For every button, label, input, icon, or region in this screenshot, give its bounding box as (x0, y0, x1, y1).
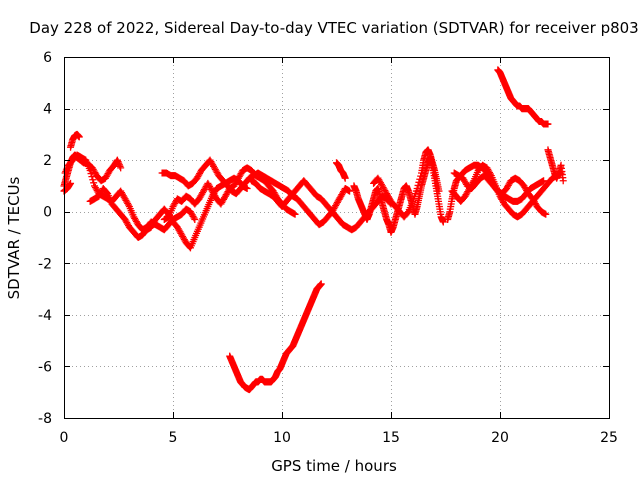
x-tick-label: 25 (600, 430, 618, 446)
data-point (559, 177, 567, 185)
y-tick-label: 0 (43, 205, 52, 221)
data-point (87, 170, 95, 178)
data-point (86, 166, 94, 174)
y-tick-label: -4 (38, 308, 52, 324)
data-point (416, 175, 424, 183)
data-point (61, 169, 69, 177)
series-track-16 (494, 66, 552, 128)
data-point (117, 164, 125, 172)
data-point (413, 185, 421, 193)
y-axis-title: SDTVAR / TECUs (5, 176, 23, 299)
chart-title: Day 228 of 2022, Sidereal Day-to-day VTE… (29, 19, 638, 37)
data-point (542, 210, 550, 218)
y-tick-label: -8 (38, 411, 52, 427)
series-track-02 (61, 151, 199, 234)
data-point (89, 176, 97, 184)
data-point (191, 215, 199, 223)
y-tick-label: 4 (43, 102, 52, 118)
data-point (243, 185, 251, 193)
data-point (88, 173, 96, 181)
data-point (62, 167, 70, 175)
data-point (66, 180, 74, 188)
data-point (540, 177, 548, 185)
series-track-09 (333, 159, 349, 182)
data-point (67, 179, 75, 187)
y-tick-label: 6 (43, 50, 52, 66)
y-tick-label: -6 (38, 359, 52, 375)
series-track-10 (350, 154, 447, 236)
data-point (544, 120, 552, 128)
x-axis-title: GPS time / hours (271, 457, 397, 475)
series-track-17 (226, 280, 325, 394)
series-track-11 (370, 146, 443, 221)
plot-frame (64, 57, 610, 419)
y-tick-labels: -8 -6 -4 -2 0 2 4 6 (38, 50, 52, 427)
data-point (114, 158, 122, 166)
series-track-07 (158, 156, 354, 229)
data-point (115, 161, 123, 169)
data-point (90, 179, 98, 187)
data-point (346, 187, 354, 195)
data-point (115, 159, 123, 167)
data-point (414, 181, 422, 189)
x-tick-label: 0 (60, 430, 69, 446)
series-track-15 (544, 146, 567, 185)
data-point (417, 172, 425, 180)
series-track-03 (67, 130, 83, 151)
axis-ticks (64, 57, 610, 419)
data-point (486, 170, 494, 178)
data-points (60, 66, 567, 394)
data-point (116, 162, 124, 170)
x-tick-label: 10 (273, 430, 291, 446)
data-point (190, 214, 198, 222)
data-point (435, 187, 443, 195)
x-tick-labels: 0 5 10 15 20 25 (60, 430, 618, 446)
x-tick-label: 20 (491, 430, 509, 446)
data-point (125, 201, 133, 209)
series-track-14 (450, 169, 550, 218)
y-tick-label: -2 (38, 256, 52, 272)
x-tick-label: 5 (169, 430, 178, 446)
data-point (341, 174, 349, 182)
y-tick-label: 2 (43, 153, 52, 169)
data-point (415, 178, 423, 186)
data-point (291, 210, 299, 218)
x-tick-label: 15 (382, 430, 400, 446)
data-point (439, 218, 447, 226)
data-point (317, 280, 325, 288)
data-point (75, 133, 83, 141)
data-point (113, 156, 121, 164)
